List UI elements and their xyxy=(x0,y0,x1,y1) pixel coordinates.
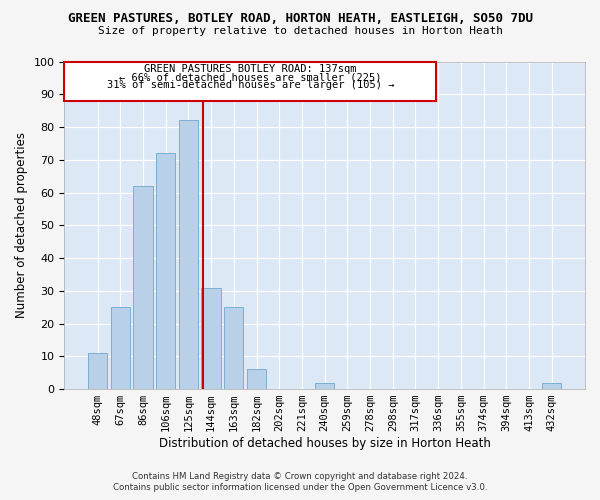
Text: ← 66% of detached houses are smaller (225): ← 66% of detached houses are smaller (22… xyxy=(119,72,382,82)
Text: 31% of semi-detached houses are larger (105) →: 31% of semi-detached houses are larger (… xyxy=(107,80,394,90)
Bar xyxy=(133,186,152,389)
Text: Contains public sector information licensed under the Open Government Licence v3: Contains public sector information licen… xyxy=(113,484,487,492)
Bar xyxy=(542,382,562,389)
X-axis label: Distribution of detached houses by size in Horton Heath: Distribution of detached houses by size … xyxy=(159,437,491,450)
Bar xyxy=(156,153,175,389)
Bar xyxy=(315,382,334,389)
Text: Size of property relative to detached houses in Horton Heath: Size of property relative to detached ho… xyxy=(97,26,503,36)
Bar xyxy=(224,307,244,389)
Y-axis label: Number of detached properties: Number of detached properties xyxy=(15,132,28,318)
Text: Contains HM Land Registry data © Crown copyright and database right 2024.: Contains HM Land Registry data © Crown c… xyxy=(132,472,468,481)
Bar xyxy=(88,353,107,389)
Bar xyxy=(247,370,266,389)
Bar xyxy=(179,120,198,389)
Text: GREEN PASTURES BOTLEY ROAD: 137sqm: GREEN PASTURES BOTLEY ROAD: 137sqm xyxy=(144,64,356,74)
Bar xyxy=(202,288,221,389)
Text: GREEN PASTURES, BOTLEY ROAD, HORTON HEATH, EASTLEIGH, SO50 7DU: GREEN PASTURES, BOTLEY ROAD, HORTON HEAT… xyxy=(67,12,533,26)
Bar xyxy=(110,307,130,389)
